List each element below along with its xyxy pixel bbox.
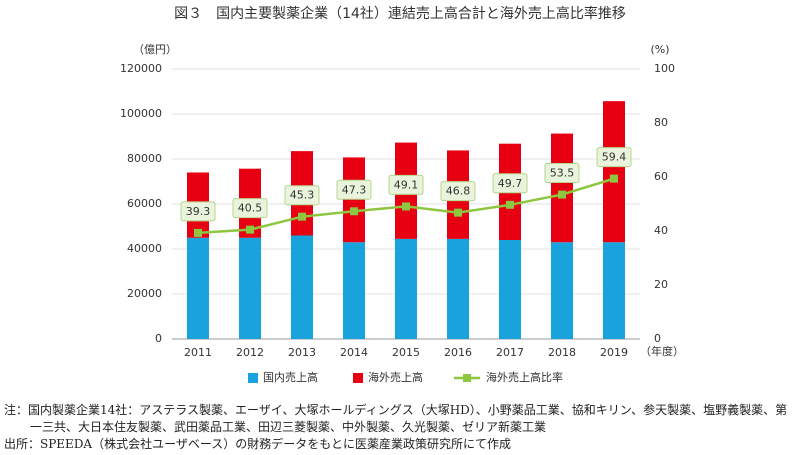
value-label: 40.5 [238,202,263,215]
value-label: 45.3 [290,189,315,202]
y-tick-label: 100000 [120,107,162,120]
legend-label: 海外売上高 [368,370,423,384]
value-label: 46.8 [446,185,471,198]
bar [603,242,625,339]
x-tick-label: 2019 [600,346,628,359]
y2-tick-label: 80 [654,116,668,129]
marker [298,212,306,221]
value-label: 49.7 [498,177,523,190]
legend-label: 国内売上高 [263,370,318,384]
y-tick-label: 120000 [120,62,162,75]
bar [291,235,313,339]
value-label: 49.1 [394,178,419,191]
y-tick-label: 40000 [127,242,162,255]
bar [343,242,365,339]
bar [343,157,365,243]
legend-label: 海外売上高比率 [486,370,563,384]
note: 注：国内製薬企業14社：アステラス製薬、エーザイ、大塚ホールディングス（大塚HD… [4,403,788,434]
legend-swatch [248,373,258,383]
y2-tick-label: 60 [654,170,668,183]
y2-tick-label: 100 [654,62,675,75]
bar [447,238,469,339]
value-label-box [388,174,424,195]
value-label: 39.3 [186,205,211,218]
y-tick-label: 20000 [127,287,162,300]
bar [551,242,573,339]
y-tick-label: 80000 [127,152,162,165]
value-label-box [284,185,320,206]
marker [246,225,254,234]
value-label-box [440,181,476,202]
y2-tick-label: 40 [654,224,668,237]
bar [395,238,417,339]
x-tick-label: 2012 [236,346,264,359]
bar [239,237,261,339]
y2-tick-label: 0 [654,332,661,345]
marker [506,200,514,209]
y2-tick-label: 20 [654,278,668,291]
x-tick-label: 2018 [548,346,576,359]
y2-axis-label: (%) [650,43,669,56]
marker [350,207,358,216]
legend-marker [463,374,471,382]
value-label: 59.4 [602,151,627,164]
bar [551,133,573,243]
y-tick-label: 0 [155,332,162,345]
x-tick-label: 2013 [288,346,316,359]
marker [402,202,410,211]
value-label-box [336,179,372,200]
x-axis-label: （年度） [640,344,684,358]
x-tick-label: 2011 [184,346,212,359]
source: 出所：SPEEDA（株式会社ユーザベース）の財務データをもとに医薬産業政策研究所… [4,437,512,451]
bar [499,240,521,339]
value-label-box [180,201,216,222]
x-tick-label: 2017 [496,346,524,359]
x-tick-label: 2014 [340,346,368,359]
y-axis-label: （億円） [133,43,177,56]
legend-swatch [353,373,363,383]
value-label-box [492,173,528,194]
marker [194,228,202,237]
bar [603,101,625,243]
value-label: 53.5 [550,167,575,180]
marker [558,190,566,199]
chart-title: 図３ 国内主要製薬企業（14社）連結売上高合計と海外売上高比率推移 [174,5,626,22]
x-tick-label: 2015 [392,346,420,359]
x-tick-label: 2016 [444,346,472,359]
marker [610,174,618,183]
value-label: 47.3 [342,183,367,196]
value-label-box [232,198,268,219]
value-label-box [596,147,632,168]
value-label-box [544,163,580,184]
bar [187,237,209,339]
chart: 図３ 国内主要製薬企業（14社）連結売上高合計と海外売上高比率推移 （億円） (… [120,5,684,384]
notes: 注：国内製薬企業14社：アステラス製薬、エーザイ、大塚ホールディングス（大塚HD… [0,402,800,453]
marker [454,208,462,217]
y-tick-label: 60000 [127,197,162,210]
